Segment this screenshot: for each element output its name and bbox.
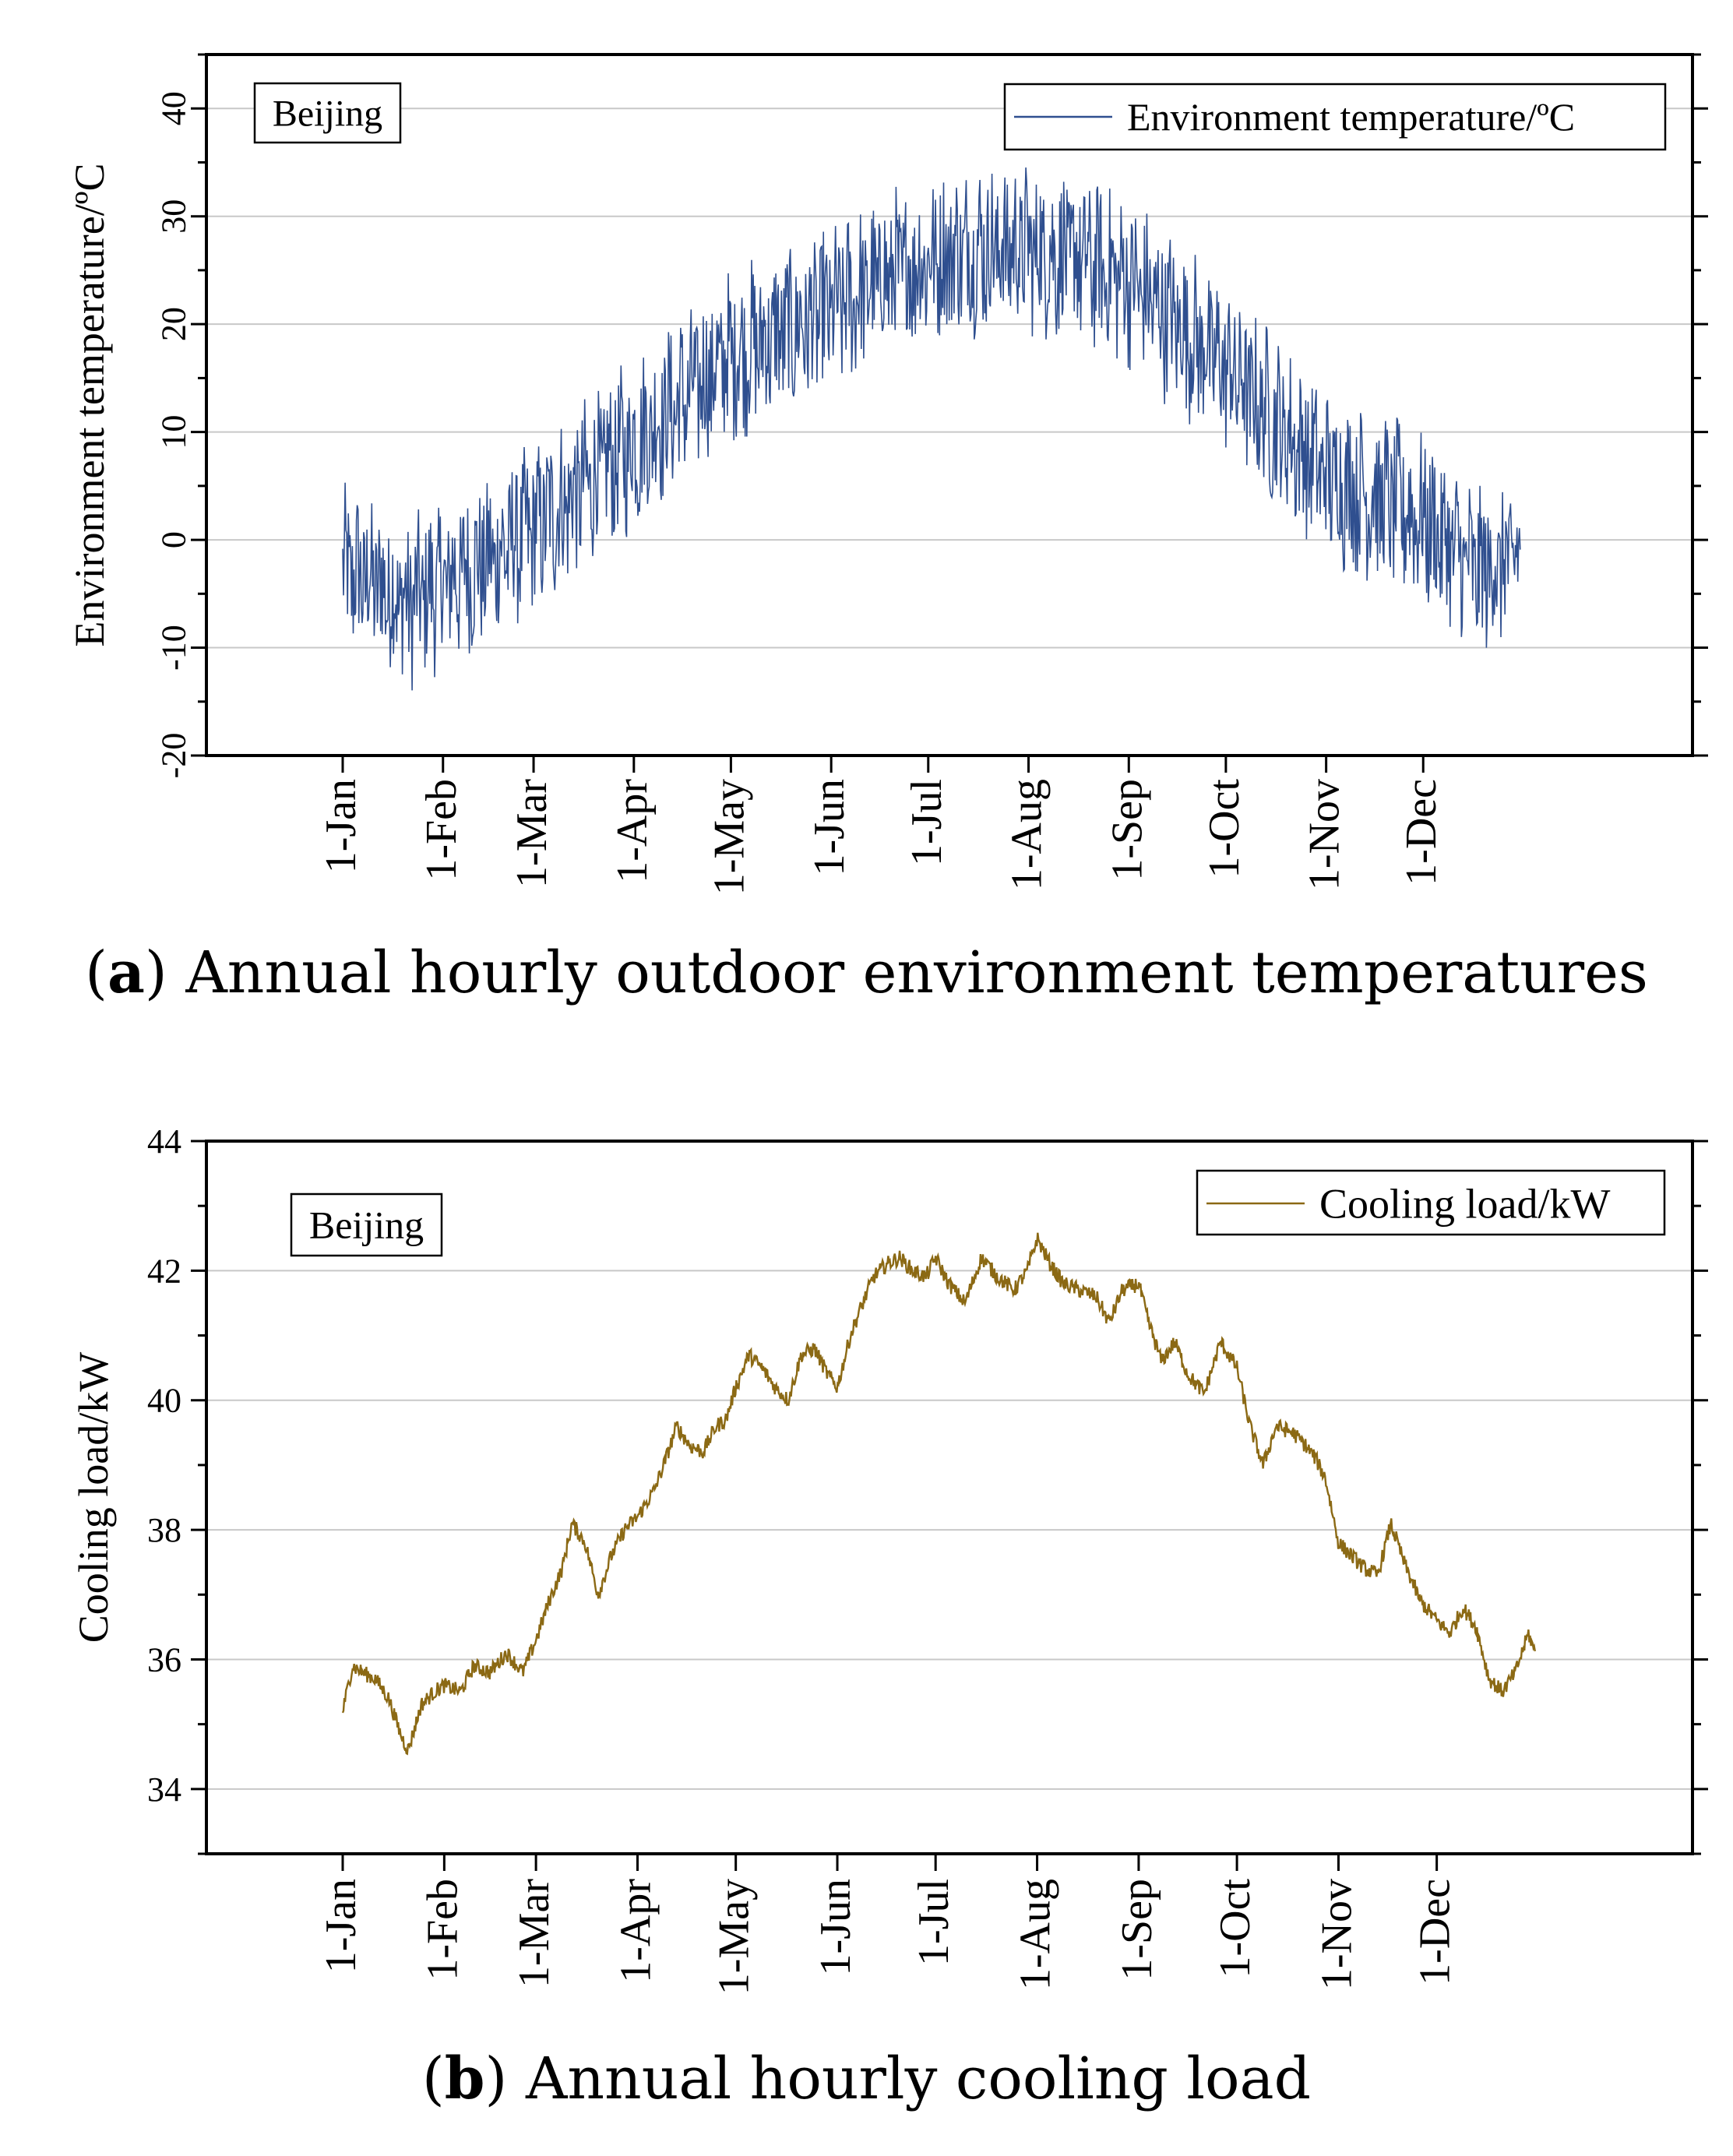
plot-frame bbox=[205, 53, 1694, 757]
caption-b: (b) Annual hourly cooling load bbox=[421, 2045, 1312, 2112]
legend-label: Cooling load/kW bbox=[1319, 1180, 1610, 1227]
caption-b-label: b bbox=[444, 2045, 485, 2112]
x-tick-label: 1-Aug bbox=[1003, 779, 1051, 890]
x-tick-label: 1-Jul bbox=[910, 1879, 958, 1966]
caption-a-text: Annual hourly outdoor environment temper… bbox=[167, 939, 1648, 1006]
y-tick-label: 20 bbox=[155, 307, 193, 341]
x-tick-label: 1-Dec bbox=[1397, 779, 1446, 886]
chart-a: -20 -10 0 10 20 30 40 Environment temperature/º… bbox=[66, 53, 1708, 895]
x-tick-label: 1-May bbox=[710, 1879, 759, 1995]
y-tick-label: 42 bbox=[147, 1252, 181, 1290]
y-tick-label: -10 bbox=[155, 625, 193, 671]
x-tick-label: 1-Mar bbox=[508, 779, 556, 888]
x-tick-label: 1-Sep bbox=[1113, 1879, 1161, 1981]
x-tick-label: 1-Sep bbox=[1103, 779, 1151, 881]
x-tick-label: 1-Apr bbox=[611, 1879, 660, 1983]
y-tick-label: 40 bbox=[147, 1382, 181, 1420]
y-tick-label: 10 bbox=[155, 415, 193, 449]
x-tick-label: 1-Nov bbox=[1301, 779, 1349, 890]
annotation-box bbox=[253, 82, 402, 144]
legend-box bbox=[1003, 83, 1667, 151]
x-tick-label: 1-Aug bbox=[1012, 1879, 1060, 1990]
y-tick-label: -20 bbox=[155, 733, 193, 779]
x-tick-label: 1-Jan bbox=[317, 779, 365, 873]
y-axis-label: Environment temperature/ºC bbox=[66, 163, 113, 646]
x-tick-label: 1-Nov bbox=[1312, 1879, 1361, 1990]
y-tick-label: 38 bbox=[147, 1511, 181, 1549]
x-tick-label: 1-Dec bbox=[1411, 1879, 1460, 1985]
y-axis-label: Cooling load/kW bbox=[70, 1352, 117, 1643]
caption-a-label: a bbox=[107, 939, 145, 1006]
x-tick-label: 1-Jan bbox=[317, 1879, 365, 1973]
legend-label: Environment temperature/ºC bbox=[1127, 95, 1575, 139]
x-tick-label: 1-Jun bbox=[805, 779, 854, 875]
x-tick-label: 1-Mar bbox=[510, 1879, 558, 1988]
x-tick-label: 1-Oct bbox=[1200, 779, 1249, 879]
chart-b: 34 36 38 40 42 44 Cooling load/kW 1-Jan 1-Feb 1-M… bbox=[70, 1122, 1708, 1995]
x-tick-label: 1-Jul bbox=[903, 779, 951, 866]
annotation-box bbox=[290, 1192, 443, 1257]
y-tick-label: 34 bbox=[147, 1770, 181, 1809]
x-tick-label: 1-Jun bbox=[812, 1879, 860, 1975]
y-tick-label: 30 bbox=[155, 199, 193, 234]
x-tick-label: 1-Oct bbox=[1211, 1879, 1259, 1978]
y-tick-label: 36 bbox=[147, 1640, 181, 1679]
x-tick-label: 1-Feb bbox=[418, 1879, 467, 1981]
y-tick-label: 0 bbox=[155, 531, 193, 548]
plot-frame bbox=[205, 1140, 1694, 1855]
cooling-load-series-line bbox=[341, 1232, 1536, 1756]
x-tick-label: 1-Apr bbox=[608, 779, 657, 883]
x-tick-label: 1-May bbox=[705, 779, 753, 895]
annotation-city-label: Beijing bbox=[309, 1203, 424, 1247]
temperature-series-line bbox=[342, 167, 1521, 691]
x-tick-label: 1-Feb bbox=[417, 779, 466, 881]
annotation-city-label: Beijing bbox=[273, 93, 382, 134]
caption-b-text: Annual hourly cooling load bbox=[507, 2045, 1312, 2112]
caption-a: (a) Annual hourly outdoor environment te… bbox=[85, 939, 1648, 1006]
y-tick-label: 44 bbox=[147, 1122, 181, 1161]
y-tick-label: 40 bbox=[155, 91, 193, 125]
